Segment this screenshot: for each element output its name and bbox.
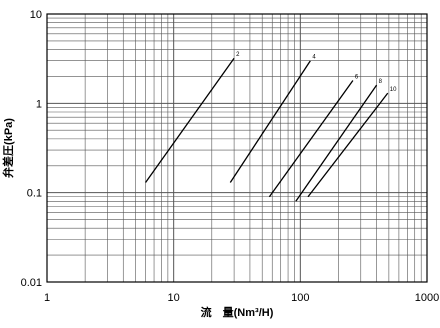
series-label-2: 2 xyxy=(236,52,240,58)
series-label-8: 8 xyxy=(379,79,383,85)
series-line-8 xyxy=(295,84,378,202)
x-tick-label: 1000 xyxy=(415,292,439,304)
series-line-10 xyxy=(307,92,389,198)
label-layer: 2 4 6 8 10 xyxy=(236,52,397,93)
series-line-2 xyxy=(145,57,235,183)
y-tick-label: 0.1 xyxy=(27,188,42,200)
series-line-4 xyxy=(229,60,311,183)
x-tick-label: 100 xyxy=(291,292,309,304)
x-tick-label: 1 xyxy=(44,292,50,304)
x-tick-label: 10 xyxy=(168,292,180,304)
y-tick-label: 10 xyxy=(30,9,42,21)
tick-layer: 1 10 100 1000 10 1 0.1 0.01 xyxy=(21,9,440,304)
series-layer xyxy=(145,57,389,202)
y-tick-label: 1 xyxy=(36,98,42,110)
series-line-6 xyxy=(268,80,354,198)
x-axis-label: 流 量(Nm³/H) xyxy=(201,305,274,319)
grid xyxy=(47,14,427,282)
series-label-10: 10 xyxy=(390,87,397,93)
y-tick-label: 0.01 xyxy=(21,277,42,289)
series-label-6: 6 xyxy=(355,75,359,81)
series-label-4: 4 xyxy=(312,55,316,61)
y-axis-label: 弁差圧(kPa) xyxy=(1,118,15,178)
plot-frame xyxy=(46,13,428,283)
